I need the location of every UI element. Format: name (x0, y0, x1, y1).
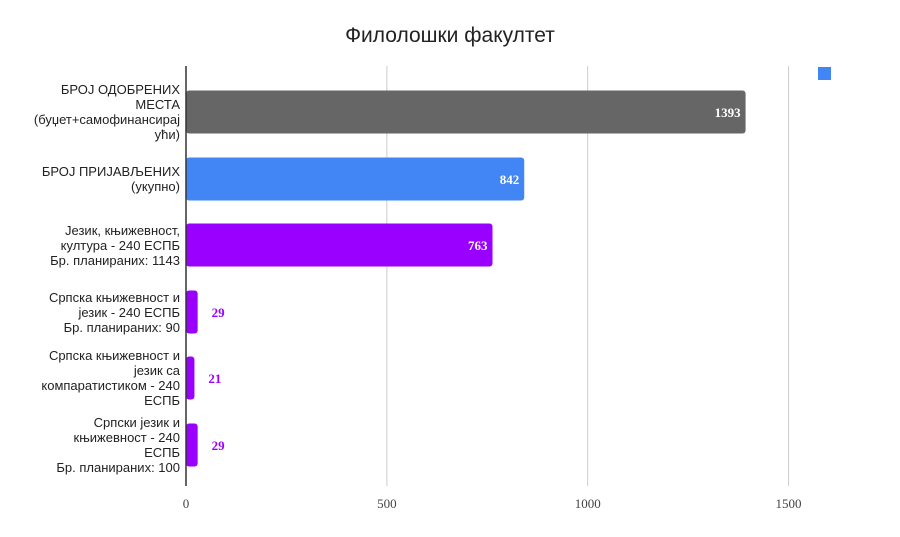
data-label: 1393 (715, 105, 742, 120)
category-label: Језик, књижевност, култура - 240 ЕСПБ Бр… (50, 222, 180, 268)
legend-swatch (818, 67, 831, 80)
x-tick-label: 1500 (776, 496, 802, 511)
data-label: 29 (212, 438, 226, 453)
bar (186, 223, 493, 267)
x-tick-label: 0 (183, 496, 190, 511)
bar (186, 90, 746, 134)
category-label: Српски језик и књижевност - 240 ЕСПБ Бр.… (56, 415, 180, 475)
bar (186, 423, 198, 467)
category-label: Српска књижевност и језик - 240 ЕСПБ Бр.… (48, 289, 180, 335)
data-label: 29 (212, 305, 226, 320)
category-label: Српска књижевност и језик са компаратист… (41, 348, 180, 408)
category-label: БРОЈ ПРИЈАВЉЕНИХ (укупно) (41, 164, 180, 194)
bar (186, 356, 195, 400)
x-tick-label: 1000 (575, 496, 601, 511)
data-label: 21 (208, 371, 221, 386)
category-label: БРОЈ ОДОБРЕНИХ МЕСТА (буџет+самофинансир… (33, 82, 180, 142)
bar (186, 157, 525, 201)
chart-title: Филолошки факултет (345, 24, 555, 47)
data-label: 763 (468, 238, 488, 253)
data-label: 842 (500, 172, 520, 187)
bar (186, 290, 198, 334)
x-tick-label: 500 (377, 496, 397, 511)
